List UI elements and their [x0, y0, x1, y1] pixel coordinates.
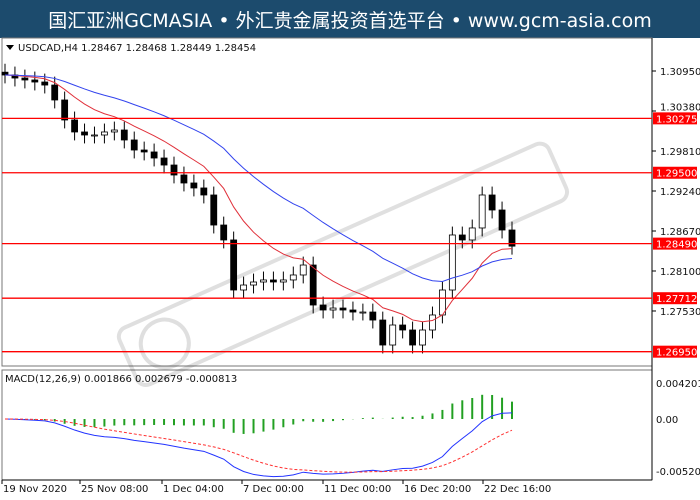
- time-tick-label: 1 Dec 04:00: [163, 484, 224, 495]
- candle: [91, 134, 98, 137]
- candle: [468, 227, 476, 241]
- candle: [101, 131, 108, 136]
- candle: [250, 281, 257, 286]
- price-tick-label: 1.28100: [660, 267, 700, 278]
- macd-tick-label: 0.00: [656, 415, 678, 426]
- level-price-tag: [653, 345, 697, 358]
- candle: [81, 131, 88, 136]
- candle: [309, 264, 317, 306]
- price-panel: [1, 37, 653, 367]
- candle: [270, 279, 277, 283]
- candle: [240, 284, 247, 291]
- price-tick-label: 1.30950: [660, 67, 700, 78]
- candle: [200, 187, 208, 196]
- time-tick-label: 19 Nov 2020: [3, 484, 67, 495]
- price-tick-label: 1.27530: [660, 307, 700, 318]
- macd-panel: [1, 369, 653, 481]
- watermark-logo: [116, 141, 570, 388]
- candle: [349, 309, 357, 313]
- candle: [61, 99, 69, 121]
- time-tick-label: 11 Dec 00:00: [324, 484, 391, 495]
- candle: [130, 139, 138, 151]
- candle: [180, 174, 188, 184]
- macd-header: MACD(12,26,9) 0.001866 0.002679 -0.00081…: [5, 374, 237, 385]
- macd-tick-label: 0.004201: [656, 379, 700, 390]
- candle: [339, 307, 347, 311]
- moving-average-line: [4, 74, 513, 282]
- candle: [170, 164, 178, 176]
- level-price-label: 1.27712: [656, 294, 697, 305]
- level-price-label: 1.30275: [656, 114, 697, 125]
- candle: [319, 304, 327, 311]
- watermark-emblem: [138, 317, 191, 370]
- symbol-header: USDCAD,H4 1.28467 1.28468 1.28449 1.2845…: [18, 43, 256, 54]
- price-tick-label: 1.28670: [660, 227, 700, 238]
- candle: [120, 129, 128, 141]
- candle: [51, 84, 59, 101]
- candle: [448, 234, 456, 291]
- time-tick-label: 16 Dec 20:00: [404, 484, 471, 495]
- candle: [230, 239, 238, 291]
- candle: [429, 314, 436, 331]
- candle: [210, 194, 218, 226]
- candle: [279, 279, 287, 283]
- price-tick-label: 1.29810: [660, 147, 700, 158]
- level-price-tag: [653, 112, 697, 125]
- candle: [160, 157, 168, 166]
- candle: [220, 224, 228, 241]
- candle: [379, 319, 387, 346]
- candle: [508, 229, 516, 247]
- candle: [419, 329, 426, 346]
- dropdown-triangle-icon: [6, 45, 14, 50]
- level-price-tag: [653, 166, 697, 179]
- candle: [458, 234, 466, 241]
- candle: [110, 129, 118, 133]
- candle: [190, 182, 198, 189]
- candle: [369, 311, 377, 321]
- candle: [498, 209, 506, 231]
- macd-tick-label: -0.005209: [656, 467, 700, 478]
- price-tick-label: 1.30380: [660, 102, 700, 113]
- candle: [150, 151, 158, 159]
- candle: [289, 274, 297, 281]
- level-price-label: 1.29500: [656, 169, 697, 180]
- moving-average-line: [4, 74, 513, 323]
- candle: [31, 79, 39, 83]
- watermark-band: [116, 141, 570, 388]
- time-tick-label: 7 Dec 00:00: [243, 484, 304, 495]
- price-tick-label: 1.29240: [660, 187, 700, 198]
- candle: [299, 264, 307, 276]
- level-price-label: 1.26950: [656, 348, 697, 359]
- candle: [389, 324, 397, 346]
- level-price-tag: [653, 237, 697, 250]
- candle: [260, 279, 267, 283]
- candle: [329, 307, 337, 311]
- signal-line: [4, 418, 513, 473]
- macd-line: [4, 412, 513, 478]
- candle: [488, 194, 496, 211]
- candle: [41, 81, 49, 86]
- level-price-tag: [653, 292, 697, 305]
- time-tick-label: 25 Nov 08:00: [81, 484, 148, 495]
- level-price-label: 1.28490: [656, 240, 697, 251]
- banner: 国汇亚洲GCMASIA • 外汇贵金属投资首选平台 • www.gcm-asia…: [0, 0, 700, 38]
- candle: [399, 324, 407, 331]
- candle: [478, 194, 486, 229]
- candle: [71, 119, 78, 133]
- candle: [409, 329, 416, 346]
- candle: [359, 311, 367, 314]
- candle: [140, 149, 148, 153]
- time-tick-label: 22 Dec 16:00: [484, 484, 551, 495]
- candle: [21, 77, 29, 81]
